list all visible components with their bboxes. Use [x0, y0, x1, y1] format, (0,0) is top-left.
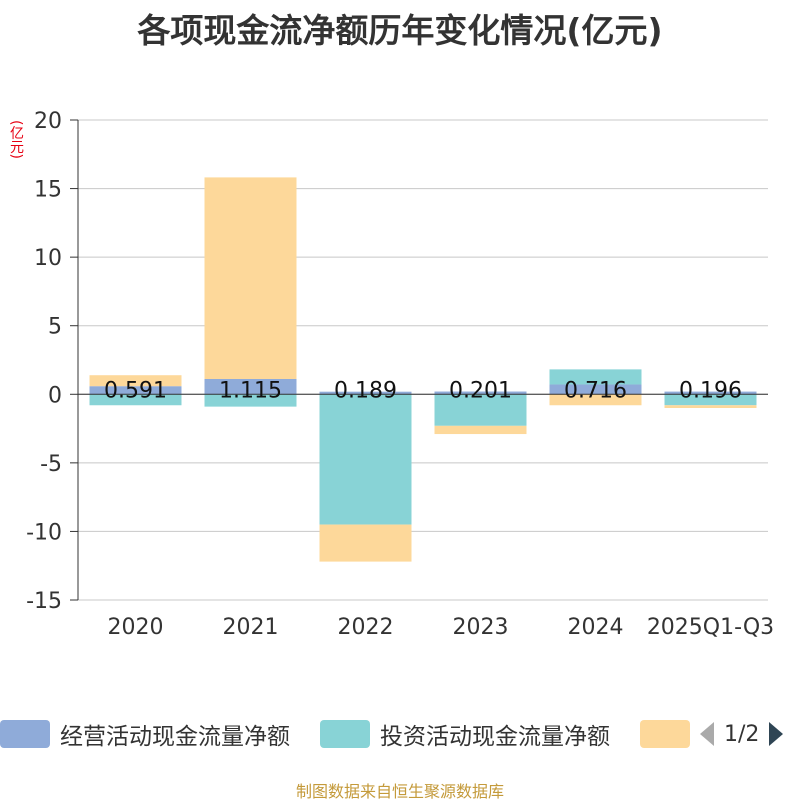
data-label: 0.716 [564, 378, 627, 403]
bar-series1-2021 [204, 394, 297, 407]
bar-series2-2025Q1-Q3 [664, 405, 757, 408]
x-tick-label: 2021 [223, 615, 279, 640]
legend-swatch-operating [0, 720, 50, 748]
y-tick-label: 20 [34, 109, 62, 134]
bar-series0-2021 [204, 378, 297, 395]
bar-series1-2020 [89, 394, 182, 406]
y-tick-label: -5 [40, 452, 62, 477]
data-label: 0.196 [679, 378, 742, 403]
bar-series2-2020 [89, 375, 182, 387]
y-tick-label: 0 [48, 383, 62, 408]
legend-item-financing[interactable] [640, 716, 700, 752]
bar-series2-2023 [434, 425, 527, 435]
bar-series2-2024 [549, 394, 642, 406]
legend-label-operating: 经营活动现金流量净额 [60, 724, 290, 750]
bar-series1-2024 [549, 369, 642, 385]
legend-swatch-investing [320, 720, 370, 748]
bar-series1-2023 [434, 394, 527, 426]
y-tick-label: 5 [48, 315, 62, 340]
bar-series1-2025Q1-Q3 [664, 394, 757, 406]
data-label: 0.591 [104, 378, 167, 403]
bar-series1-2022 [319, 394, 412, 525]
source-note: 制图数据来自恒生聚源数据库 [295, 782, 504, 801]
bar-series0-2025Q1-Q3 [664, 391, 757, 395]
data-label: 0.201 [449, 378, 512, 403]
legend-pager: 1/2 [698, 716, 785, 752]
y-axis-label: (亿元) [8, 120, 24, 159]
bar-series2-2021 [204, 177, 297, 379]
x-tick-label: 2025Q1-Q3 [647, 615, 774, 640]
x-tick-label: 2020 [108, 615, 164, 640]
bar-series0-2020 [89, 386, 182, 395]
chart-title: 各项现金流净额历年变化情况(亿元) [137, 11, 663, 50]
y-tick-label: 10 [34, 246, 62, 271]
legend-swatch-financing [640, 720, 690, 748]
x-tick-label: 2024 [568, 615, 624, 640]
legend-label-investing: 投资活动现金流量净额 [380, 724, 610, 750]
y-tick-label: -15 [26, 589, 62, 614]
chart-plot: 20 15 10 5 0 -5 -10 -15 0.591 1.115 0.189 0.201 0.71… [26, 109, 774, 640]
legend-page-indicator: 1/2 [724, 721, 760, 747]
y-tick-label: 15 [34, 178, 62, 203]
y-tick-label: -10 [26, 520, 62, 545]
bar-series0-2022 [319, 391, 412, 395]
bar-series0-2023 [434, 391, 527, 395]
bar-series2-2022 [319, 524, 412, 562]
data-label: 0.189 [334, 378, 397, 403]
legend-item-operating[interactable]: 经营活动现金流量净额 [0, 716, 290, 752]
x-tick-label: 2023 [453, 615, 509, 640]
prev-page-icon[interactable] [698, 720, 716, 748]
x-tick-label: 2022 [338, 615, 394, 640]
next-page-icon[interactable] [767, 720, 785, 748]
bar-series0-2024 [549, 384, 642, 395]
legend-item-investing[interactable]: 投资活动现金流量净额 [320, 716, 610, 752]
data-label: 1.115 [219, 378, 282, 403]
